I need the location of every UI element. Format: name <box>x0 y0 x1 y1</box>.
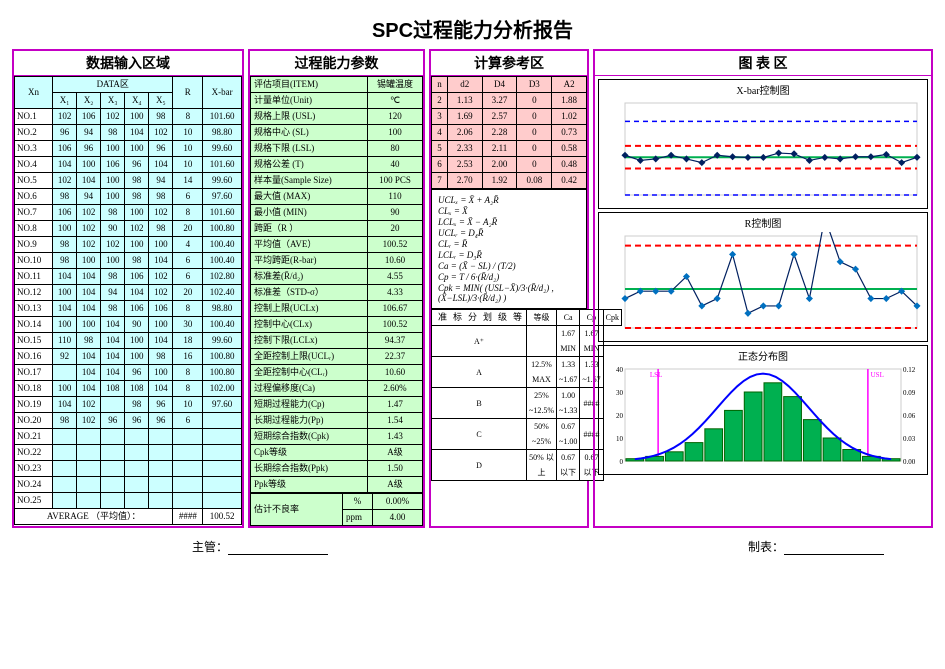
svg-text:20: 20 <box>616 412 624 420</box>
table-row: NO.698941009898697.60 <box>15 189 242 205</box>
table-row: NO.17104104961008100.80 <box>15 365 242 381</box>
table-row: NO.20981029696966 <box>15 413 242 429</box>
svg-text:0: 0 <box>620 458 624 466</box>
table-row: NO.21 <box>15 429 242 445</box>
table-row: NO.15110981041001041899.60 <box>15 333 242 349</box>
svg-text:0.06: 0.06 <box>903 412 916 420</box>
table-row: NO.121001049410410220102.40 <box>15 285 242 301</box>
svg-text:USL: USL <box>871 371 884 379</box>
table-row: NO.181001041081081048102.00 <box>15 381 242 397</box>
calc-panel: 计算参考区 nd2D4D3A221.133.2701.8831.692.5701… <box>429 49 589 528</box>
svg-text:30: 30 <box>616 389 624 397</box>
formula-box: UCLₓ = X̄ + A₂R̄CLₓ = X̄LCLₓ = X̄ − A₂R̄… <box>431 189 587 309</box>
table-row: NO.1910410298961097.60 <box>15 397 242 413</box>
defect-table: 估计不良率 % 0.00% ppm 4.00 <box>250 493 423 526</box>
svg-text:LSL: LSL <box>650 371 662 379</box>
params-panel: 过程能力参数 评估项目(ITEM)锡罐温度计量单位(Unit)℃规格上限 (US… <box>248 49 425 528</box>
table-row: NO.1310410498106106898.80 <box>15 301 242 317</box>
table-row: NO.9981021021001004100.40 <box>15 237 242 253</box>
table-row: NO.24 <box>15 477 242 493</box>
calc-header: 计算参考区 <box>431 51 587 76</box>
table-row: NO.11104104981061026102.80 <box>15 269 242 285</box>
svg-text:0.00: 0.00 <box>903 458 916 466</box>
table-row: NO.310696100100961099.60 <box>15 141 242 157</box>
table-row: NO.8100102901029820100.80 <box>15 221 242 237</box>
params-table: 评估项目(ITEM)锡罐温度计量单位(Unit)℃规格上限 (USL)120规格… <box>250 76 423 493</box>
data-input-header: 数据输入区域 <box>14 51 242 76</box>
table-row: NO.16921041041009816100.80 <box>15 349 242 365</box>
table-row: NO.22 <box>15 445 242 461</box>
table-row: NO.510210410098941499.60 <box>15 173 242 189</box>
table-row: NO.1102106102100988101.60 <box>15 109 242 125</box>
svg-text:40: 40 <box>616 366 624 374</box>
table-row: NO.1098100100981046100.40 <box>15 253 242 269</box>
data-table: Xn DATA区 R X-bar X₁X₂ X₃X₄ X₅ NO.1102106… <box>14 76 242 525</box>
table-row: NO.141001001049010030100.40 <box>15 317 242 333</box>
footer: 主管： 制表： <box>12 538 933 555</box>
hist-chart: 正态分布图 LSLUSL0102030400.000.030.060.090.1… <box>598 345 928 475</box>
xbar-chart: X-bar控制图 <box>598 79 928 209</box>
charts-header: 图 表 区 <box>595 51 931 76</box>
table-row: NO.23 <box>15 461 242 477</box>
r-chart: R控制图 <box>598 212 928 342</box>
table-row: NO.29694981041021098.80 <box>15 125 242 141</box>
svg-text:0.12: 0.12 <box>903 366 916 374</box>
report-title: SPC过程能力分析报告 <box>12 14 933 43</box>
charts-panel: 图 表 区 X-bar控制图 R控制图 正态分布图 LSLUSL01020304… <box>593 49 933 528</box>
table-row: NO.25 <box>15 493 242 509</box>
params-header: 过程能力参数 <box>250 51 423 76</box>
svg-text:0.03: 0.03 <box>903 435 916 443</box>
table-row: NO.41041001069610410101.60 <box>15 157 242 173</box>
table-row: NO.7106102981001028101.60 <box>15 205 242 221</box>
svg-text:0.09: 0.09 <box>903 389 916 397</box>
data-input-panel: 数据输入区域 Xn DATA区 R X-bar X₁X₂ X₃X₄ X₅ NO.… <box>12 49 244 528</box>
calc-table: nd2D4D3A221.133.2701.8831.692.5701.0242.… <box>431 76 587 189</box>
svg-text:10: 10 <box>616 435 624 443</box>
